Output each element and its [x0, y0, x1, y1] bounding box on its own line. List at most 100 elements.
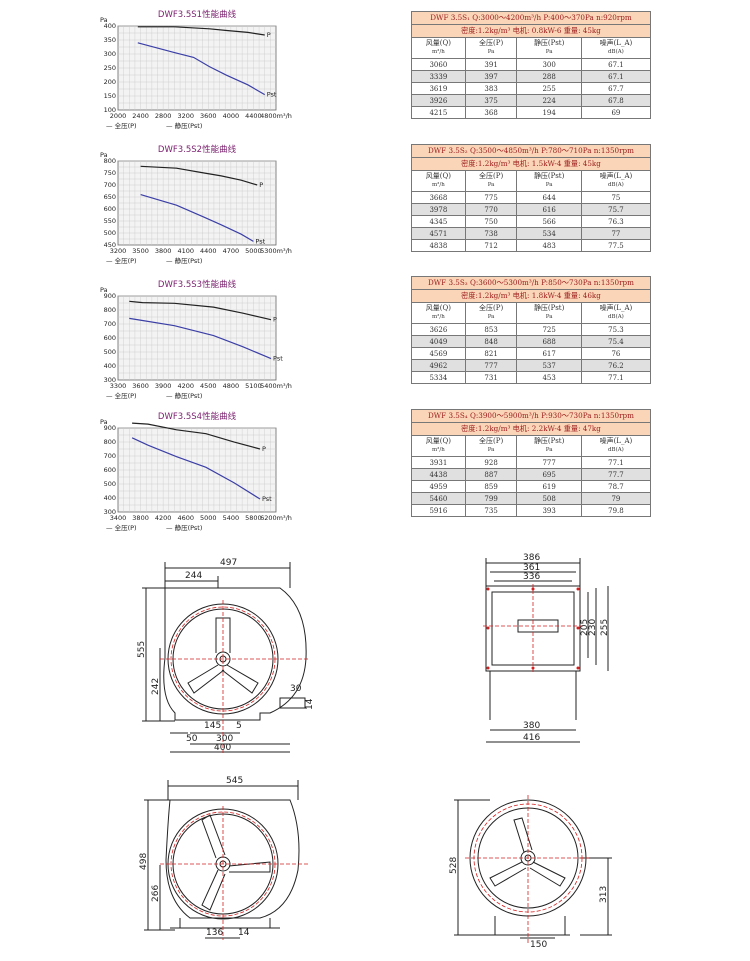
x-tick-label: 5000 [200, 514, 217, 522]
x-tick-label: 3600 [132, 382, 149, 390]
table-cell: 4959 [411, 480, 466, 493]
table-cell: 368 [464, 106, 518, 119]
table-cell: 67.1 [580, 70, 652, 83]
table-cell: 393 [516, 504, 582, 517]
table-row: 5916 735 393 79.8 [411, 504, 652, 517]
performance-chart-s2: DWF3.5S2性能曲线 Pa 3200 3500 3800 4100 4400 4700 50… [96, 143, 296, 273]
dim-150: 150 [530, 940, 547, 950]
table-row: 4838 712 483 77.5 [411, 239, 652, 252]
y-tick-label: 200 [104, 78, 116, 86]
dim-145: 145 [204, 721, 221, 731]
dim-244: 244 [185, 571, 202, 581]
table-cell: 255 [516, 82, 582, 95]
dim-416: 416 [523, 733, 540, 743]
table-row: 4959 859 619 78.7 [411, 480, 652, 493]
column-unit: m³/h [431, 49, 445, 55]
column-unit: m³/h [431, 314, 445, 320]
dim-255: 255 [600, 619, 610, 636]
x-tick-label: 5100 [245, 382, 262, 390]
column-unit: Pa [545, 447, 553, 453]
x-tick-label: 4200 [155, 514, 172, 522]
table-cell: 75.4 [580, 335, 652, 348]
x-tick-label: 5400 [223, 514, 240, 522]
y-axis-label: Pa [100, 418, 108, 426]
dim-50: 50 [186, 734, 198, 744]
table-cell: 688 [516, 335, 582, 348]
table-cell: 821 [464, 347, 518, 360]
table-cell: 79 [580, 492, 652, 505]
dim-400: 400 [214, 743, 231, 753]
y-tick-label: 600 [104, 466, 116, 474]
legend-static: — 静压(Pst) [166, 256, 202, 265]
x-tick-label: 4000 [223, 112, 240, 120]
y-tick-label: 700 [104, 181, 116, 189]
column-unit: Pa [487, 314, 495, 320]
x-tick-label: 3900 [155, 382, 172, 390]
side-view-drawing-top: 386 361 336 205 230 255 380 416 [478, 548, 628, 762]
x-tick-label: 4100 [177, 247, 194, 255]
table-cell: 777 [516, 456, 582, 469]
table-cell: 799 [464, 492, 518, 505]
performance-chart-s3: DWF3.5S3性能曲线 Pa 3300 3600 3900 4200 4500 4800 51… [96, 278, 296, 408]
table-cell: 859 [464, 480, 518, 493]
table-cell: 75.7 [580, 203, 652, 216]
table-cell: 534 [516, 227, 582, 240]
series-label: Pst [267, 91, 277, 99]
x-tick-label: 4800m³/h [260, 112, 292, 120]
table-title: DWF 3.5S₁ Q:3000～4200m³/h P:400～370Pa n:… [411, 11, 651, 25]
y-axis-label: Pa [100, 151, 108, 159]
x-tick-label: 3400 [110, 514, 127, 522]
table-cell: 288 [516, 70, 582, 83]
column-unit: m³/h [431, 182, 445, 188]
dim-14b: 14 [238, 928, 250, 938]
dim-498: 498 [139, 853, 149, 870]
y-tick-label: 600 [104, 334, 116, 342]
x-tick-label: 2800 [155, 112, 172, 120]
series-line-p [137, 26, 265, 36]
dim-242: 242 [151, 678, 161, 695]
table-row: 3626 853 725 75.3 [411, 323, 652, 336]
column-unit: dB(A) [608, 49, 624, 55]
column-header: 静压(Pst) Pa [516, 435, 582, 457]
y-tick-label: 400 [104, 22, 116, 30]
x-tick-label: 4400 [245, 112, 262, 120]
y-tick-label: 700 [104, 320, 116, 328]
x-tick-label: 4800 [223, 382, 240, 390]
y-tick-label: 550 [104, 217, 116, 225]
table-cell: 3931 [411, 456, 466, 469]
table-cell: 77.1 [580, 371, 652, 384]
y-tick-label: 500 [104, 348, 116, 356]
dim-361: 361 [523, 563, 540, 573]
y-axis-label: Pa [100, 16, 108, 24]
table-row: 4049 848 688 75.4 [411, 335, 652, 348]
front-view-drawing-bottom: 545 498 266 136 14 [130, 770, 330, 949]
table-row: 5460 799 508 79 [411, 492, 652, 505]
series-label: Pst [273, 355, 283, 363]
y-tick-label: 150 [104, 92, 116, 100]
legend-total: — 全压(P) [106, 256, 137, 265]
y-tick-label: 800 [104, 157, 116, 165]
table-cell: 3619 [411, 82, 466, 95]
column-unit: Pa [487, 49, 495, 55]
table-cell: 3339 [411, 70, 466, 83]
table-cell: 617 [516, 347, 582, 360]
table-row: 3668 775 644 75 [411, 191, 652, 204]
performance-chart-s4: DWF3.5S4性能曲线 Pa 3400 3800 4200 4600 5000 5400 58… [96, 410, 296, 540]
table-cell: 383 [464, 82, 518, 95]
series-label: Pst [255, 237, 265, 245]
table-cell: 712 [464, 239, 518, 252]
x-tick-label: 5400m³/h [260, 382, 292, 390]
table-cell: 738 [464, 227, 518, 240]
legend-total: — 全压(P) [106, 391, 137, 400]
x-tick-label: 3500 [132, 247, 149, 255]
column-header: 全压(P) Pa [464, 435, 518, 457]
spec-table-s3: DWF 3.5S₃ Q:3600～5300m³/h P:850～730Pa n:… [411, 276, 652, 384]
table-title: DWF 3.5S₃ Q:3600～5300m³/h P:850～730Pa n:… [411, 276, 651, 290]
series-label: Pst [262, 495, 272, 503]
column-header: 风量(Q) m³/h [411, 37, 466, 59]
table-row: 5334 731 453 77.1 [411, 371, 652, 384]
y-tick-label: 100 [104, 106, 116, 114]
column-unit: Pa [487, 447, 495, 453]
column-unit: Pa [545, 314, 553, 320]
table-cell: 508 [516, 492, 582, 505]
